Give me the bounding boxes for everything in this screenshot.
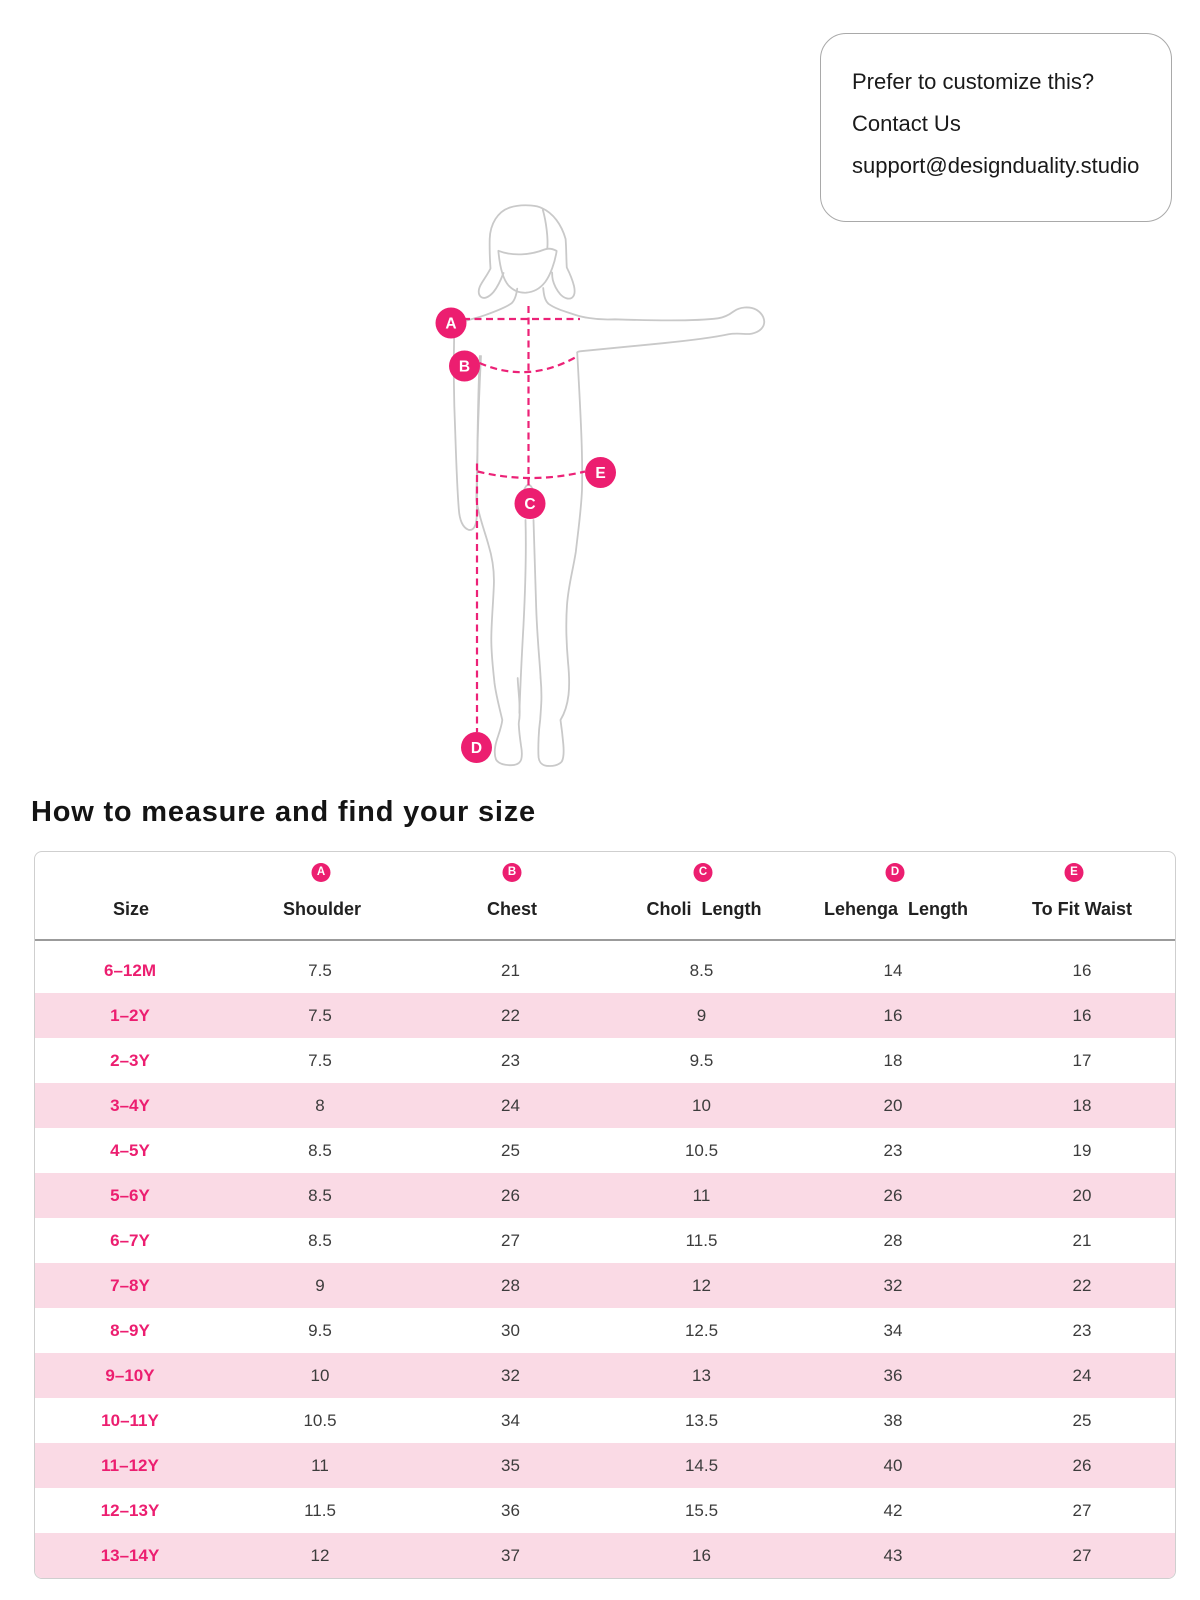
svg-text:D: D	[471, 740, 482, 757]
svg-text:E: E	[595, 465, 605, 482]
svg-text:B: B	[459, 359, 470, 376]
svg-text:C: C	[524, 496, 535, 513]
svg-text:A: A	[445, 316, 456, 333]
